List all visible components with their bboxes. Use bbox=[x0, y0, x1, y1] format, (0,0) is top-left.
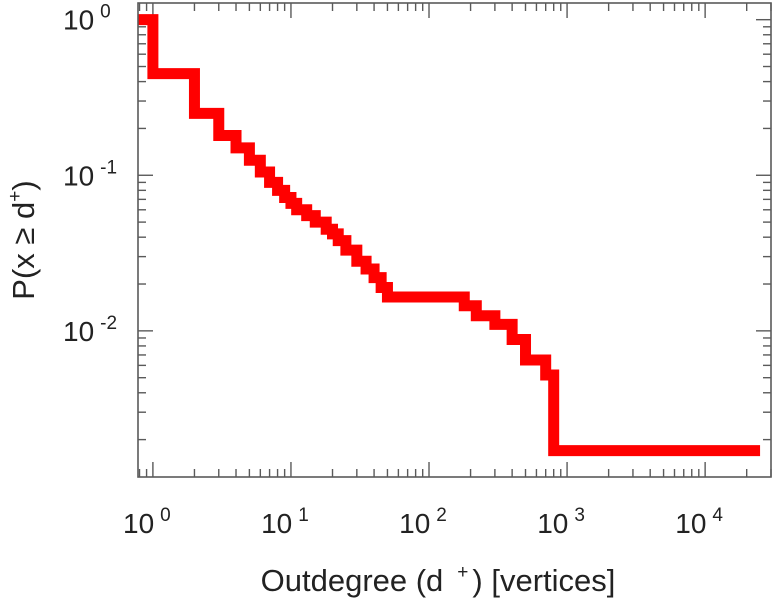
y-tick-label: 10 -1 bbox=[63, 157, 117, 191]
series-layer bbox=[138, 14, 761, 457]
y-axis-title-tail: ) bbox=[6, 180, 41, 190]
x-axis-title-tail: ) [vertices] bbox=[472, 563, 615, 598]
y-axis-title-sup: + bbox=[5, 191, 26, 202]
y-axis-title: P(x ≥ d+) bbox=[5, 180, 41, 299]
tick-labels: 10 0 10 1 10 2 10 3 10 4 10 0 10 -1 10 -2 bbox=[63, 2, 723, 539]
ccdf-step-line bbox=[138, 14, 761, 457]
plot-frame bbox=[137, 2, 772, 478]
x-tick-label: 10 4 bbox=[675, 505, 723, 539]
x-tick-label: 10 0 bbox=[123, 505, 171, 539]
x-tick-label: 10 2 bbox=[399, 505, 447, 539]
plot-background bbox=[138, 3, 771, 477]
x-tick-label: 10 1 bbox=[261, 505, 309, 539]
y-tick-label: 10 -2 bbox=[63, 313, 117, 347]
x-axis-title-sup: + bbox=[457, 562, 468, 583]
y-tick-label: 10 0 bbox=[63, 2, 111, 36]
axis-ticks bbox=[138, 3, 772, 477]
x-tick-label: 10 3 bbox=[537, 505, 585, 539]
x-axis-title: Outdegree (d +) [vertices] bbox=[261, 562, 616, 598]
